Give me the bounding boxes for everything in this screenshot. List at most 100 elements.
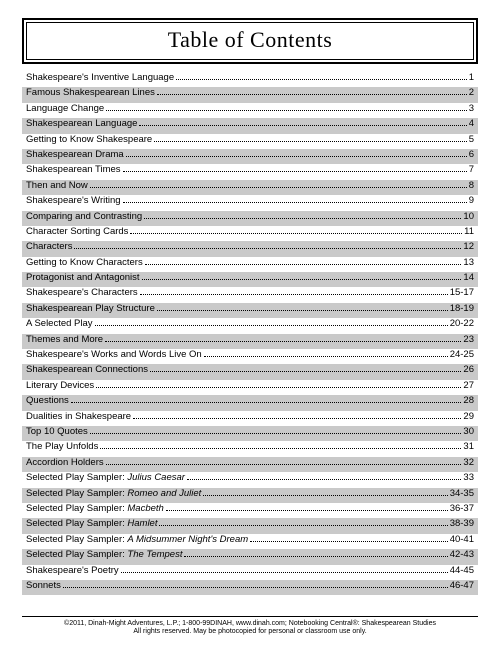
toc-page-number: 38-39 <box>450 518 474 529</box>
toc-label: Getting to Know Characters <box>26 257 143 268</box>
toc-label: Famous Shakespearean Lines <box>26 87 155 98</box>
toc-leader-dots <box>105 334 461 342</box>
toc-page-number: 36-37 <box>450 503 474 514</box>
toc-label: A Selected Play <box>26 318 93 329</box>
toc-leader-dots <box>106 457 462 465</box>
toc-leader-dots <box>121 565 448 573</box>
toc-page-number: 44-45 <box>450 565 474 576</box>
toc-row: Selected Play Sampler: A Midsummer Night… <box>22 534 478 549</box>
toc-row: Shakespearean Play Structure 18-19 <box>22 303 478 318</box>
toc-row: The Play Unfolds 31 <box>22 441 478 456</box>
toc-leader-dots <box>130 226 462 234</box>
toc-page-number: 5 <box>469 134 474 145</box>
copyright-footer: ©2011, Dinah-Might Adventures, L.P.; 1-8… <box>22 616 478 638</box>
toc-label: Shakespearean Language <box>26 118 137 129</box>
toc-row: Shakespeare's Writing 9 <box>22 195 478 210</box>
toc-row: Shakespearean Language 4 <box>22 118 478 133</box>
toc-label: Getting to Know Shakespeare <box>26 134 152 145</box>
toc-leader-dots <box>159 518 447 526</box>
toc-leader-dots <box>123 195 467 203</box>
toc-label: Characters <box>26 241 72 252</box>
toc-label: Top 10 Quotes <box>26 426 88 437</box>
toc-leader-dots <box>150 364 461 372</box>
toc-page-number: 10 <box>463 211 474 222</box>
toc-label: Dualities in Shakespeare <box>26 411 131 422</box>
toc-page-number: 31 <box>463 441 474 452</box>
toc-page-number: 3 <box>469 103 474 114</box>
toc-page-number: 14 <box>463 272 474 283</box>
toc-leader-dots <box>95 318 448 326</box>
toc-page-number: 42-43 <box>450 549 474 560</box>
toc-row: Questions 28 <box>22 395 478 410</box>
toc-label: Shakespearean Connections <box>26 364 148 375</box>
page-title: Table of Contents <box>27 27 473 53</box>
toc-row: Shakespeare's Characters 15-17 <box>22 287 478 302</box>
footer-line-2: All rights reserved. May be photocopied … <box>22 628 478 637</box>
toc-row: Literary Devices 27 <box>22 380 478 395</box>
toc-row: Shakespeare's Works and Words Live On 24… <box>22 349 478 364</box>
toc-page-number: 23 <box>463 334 474 345</box>
toc-leader-dots <box>106 103 467 111</box>
toc-label: Accordion Holders <box>26 457 104 468</box>
toc-row: Famous Shakespearean Lines 2 <box>22 87 478 102</box>
toc-label: Protagonist and Antagonist <box>26 272 140 283</box>
toc-row: Shakespeare's Poetry 44-45 <box>22 565 478 580</box>
toc-leader-dots <box>140 287 448 295</box>
toc-leader-dots <box>139 118 466 126</box>
toc-list: Shakespeare's Inventive Language 1Famous… <box>22 72 478 612</box>
toc-leader-dots <box>203 488 447 496</box>
toc-row: Selected Play Sampler: Julius Caesar 33 <box>22 472 478 487</box>
toc-page-number: 27 <box>463 380 474 391</box>
toc-label: Language Change <box>26 103 104 114</box>
toc-label: Shakespeare's Characters <box>26 287 138 298</box>
toc-label: Character Sorting Cards <box>26 226 128 237</box>
toc-label: Selected Play Sampler: A Midsummer Night… <box>26 534 248 545</box>
toc-page-number: 29 <box>463 411 474 422</box>
toc-label: Selected Play Sampler: Hamlet <box>26 518 157 529</box>
toc-page-number: 28 <box>463 395 474 406</box>
toc-leader-dots <box>144 211 461 219</box>
toc-row: Selected Play Sampler: The Tempest 42-43 <box>22 549 478 564</box>
toc-page-number: 8 <box>469 180 474 191</box>
toc-leader-dots <box>145 257 462 265</box>
toc-row: Language Change 3 <box>22 103 478 118</box>
toc-label: The Play Unfolds <box>26 441 98 452</box>
toc-label: Selected Play Sampler: Romeo and Juliet <box>26 488 201 499</box>
toc-page-number: 7 <box>469 164 474 175</box>
toc-page-number: 26 <box>463 364 474 375</box>
title-inner: Table of Contents <box>26 22 474 60</box>
toc-page-number: 6 <box>469 149 474 160</box>
toc-label: Shakespeare's Poetry <box>26 565 119 576</box>
toc-page-number: 20-22 <box>450 318 474 329</box>
toc-row: Selected Play Sampler: Romeo and Juliet … <box>22 488 478 503</box>
toc-leader-dots <box>133 411 461 419</box>
toc-row: Getting to Know Characters 13 <box>22 257 478 272</box>
toc-page-number: 30 <box>463 426 474 437</box>
toc-leader-dots <box>96 380 461 388</box>
title-frame: Table of Contents <box>22 18 478 64</box>
toc-row: Then and Now 8 <box>22 180 478 195</box>
toc-page-number: 9 <box>469 195 474 206</box>
toc-page-number: 32 <box>463 457 474 468</box>
toc-row: A Selected Play 20-22 <box>22 318 478 333</box>
toc-label: Shakespearean Play Structure <box>26 303 155 314</box>
toc-row: Protagonist and Antagonist 14 <box>22 272 478 287</box>
toc-row: Top 10 Quotes 30 <box>22 426 478 441</box>
toc-page-number: 13 <box>463 257 474 268</box>
toc-row: Themes and More 23 <box>22 334 478 349</box>
toc-page-number: 46-47 <box>450 580 474 591</box>
toc-leader-dots <box>71 395 462 403</box>
toc-leader-dots <box>63 580 448 588</box>
toc-label: Shakespeare's Inventive Language <box>26 72 174 83</box>
toc-page-number: 12 <box>463 241 474 252</box>
toc-label: Shakespeare's Works and Words Live On <box>26 349 202 360</box>
toc-row: Selected Play Sampler: Macbeth 36-37 <box>22 503 478 518</box>
toc-page-number: 4 <box>469 118 474 129</box>
toc-row: Selected Play Sampler: Hamlet 38-39 <box>22 518 478 533</box>
toc-label: Selected Play Sampler: Julius Caesar <box>26 472 185 483</box>
toc-leader-dots <box>90 426 462 434</box>
toc-leader-dots <box>250 534 448 542</box>
toc-page-number: 11 <box>464 226 474 237</box>
toc-row: Accordion Holders 32 <box>22 457 478 472</box>
toc-page-number: 18-19 <box>450 303 474 314</box>
